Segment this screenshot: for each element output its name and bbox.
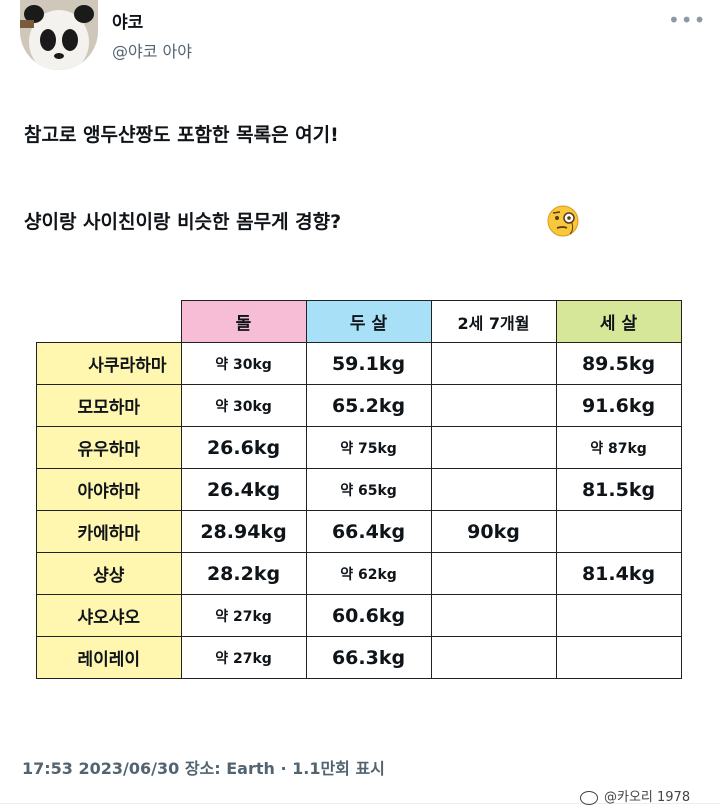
table-cell: 28.2kg (180, 552, 307, 595)
table-row: 아야하마 26.4kg 약 65kg 81.5kg (36, 468, 682, 511)
table-row: 샤오샤오 약 27kg 60.6kg (36, 594, 682, 637)
table-cell (430, 594, 557, 637)
header-du-sal: 두 살 (305, 300, 432, 343)
table-row: 카에하마 28.94kg 66.4kg 90kg (36, 510, 682, 553)
table-header-row: 돌 두 살 2세 7개월 세 살 (36, 300, 682, 343)
row-name: 사쿠라하마 (36, 342, 182, 385)
row-name: 모모하마 (36, 384, 182, 427)
watermark: @카오리 1978 (580, 786, 690, 805)
table-cell: 26.6kg (180, 426, 307, 469)
header-2-7: 2세 7개월 (430, 300, 557, 343)
table-row: 레이레이 약 27kg 66.3kg (36, 636, 682, 679)
watermark-text: @카오리 1978 (604, 790, 691, 805)
table-row: 모모하마 약 30kg 65.2kg 91.6kg (36, 384, 682, 427)
user-handle[interactable]: @야코 아야 (112, 42, 192, 61)
avatar[interactable] (20, 0, 98, 70)
row-name: 레이레이 (36, 636, 182, 679)
table-cell: 28.94kg (180, 510, 307, 553)
table-cell: 90kg (430, 510, 557, 553)
table-cell: 약 30kg (180, 384, 307, 427)
table-cell: 약 87kg (555, 426, 682, 469)
weight-table: 돌 두 살 2세 7개월 세 살 사쿠라하마 약 30kg 59.1kg 89.… (36, 300, 682, 679)
tweet-text-line-1: 참고로 앵두샨짱도 포함한 목록은 여기! (24, 124, 339, 146)
table-row: 유우하마 26.6kg 약 75kg 약 87kg (36, 426, 682, 469)
table-cell: 약 62kg (305, 552, 432, 595)
table-cell (430, 552, 557, 595)
row-name: 샤오샤오 (36, 594, 182, 637)
table-cell (430, 636, 557, 679)
table-cell: 약 27kg (180, 636, 307, 679)
tweet-meta[interactable]: 17:53 2023/06/30 장소: Earth · 1.1만회 표시 (22, 759, 385, 778)
more-options-icon[interactable]: ••• (668, 8, 707, 32)
header-se-sal: 세 살 (555, 300, 682, 343)
display-name[interactable]: 야코 (112, 13, 144, 33)
table-cell: 66.3kg (305, 636, 432, 679)
table-cell (430, 342, 557, 385)
table-cell: 약 75kg (305, 426, 432, 469)
table-cell: 66.4kg (305, 510, 432, 553)
table-cell: 약 65kg (305, 468, 432, 511)
divider (0, 803, 720, 804)
table-cell (555, 510, 682, 553)
row-name: 카에하마 (36, 510, 182, 553)
table-cell (555, 636, 682, 679)
monocle-face-icon (546, 204, 580, 238)
table-corner (36, 300, 181, 343)
table-cell (430, 426, 557, 469)
table-cell: 81.4kg (555, 552, 682, 595)
table-cell (430, 468, 557, 511)
table-cell: 89.5kg (555, 342, 682, 385)
weibo-icon (580, 790, 598, 805)
table-row: 샹샹 28.2kg 약 62kg 81.4kg (36, 552, 682, 595)
tweet-text-line-2: 샹이랑 사이친이랑 비슷한 몸무게 경향? (24, 211, 342, 233)
table-cell: 약 27kg (180, 594, 307, 637)
table-cell (430, 384, 557, 427)
table-cell: 81.5kg (555, 468, 682, 511)
header-dol: 돌 (180, 300, 307, 343)
table-row: 사쿠라하마 약 30kg 59.1kg 89.5kg (36, 342, 682, 385)
row-name: 샹샹 (36, 552, 182, 595)
table-cell (555, 594, 682, 637)
table-cell: 26.4kg (180, 468, 307, 511)
table-cell: 65.2kg (305, 384, 432, 427)
row-name: 아야하마 (36, 468, 182, 511)
table-cell: 60.6kg (305, 594, 432, 637)
table-cell: 59.1kg (305, 342, 432, 385)
table-cell: 약 30kg (180, 342, 307, 385)
row-name: 유우하마 (36, 426, 182, 469)
table-cell: 91.6kg (555, 384, 682, 427)
